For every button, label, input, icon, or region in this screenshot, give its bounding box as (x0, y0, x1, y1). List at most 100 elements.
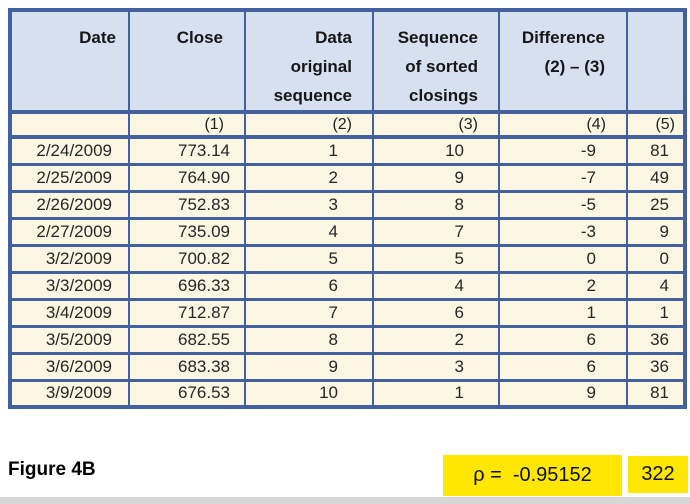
difference-cell: -3 (498, 216, 628, 247)
figure-label: Figure 4B (8, 459, 96, 480)
close-cell: 683.38 (128, 351, 246, 382)
table-row: 3/4/2009 712.87 7 6 1 1 (9, 297, 686, 328)
difference-cell: 1 (498, 297, 628, 328)
difference-cell: -5 (498, 189, 628, 220)
close-cell: 676.53 (128, 378, 246, 409)
sorted-rank-cell: 8 (372, 189, 500, 220)
column-number: (5) (626, 110, 686, 139)
squared-diff-cell: 9 (626, 216, 686, 247)
original-rank-cell: 5 (244, 243, 374, 274)
table-header-row: Date Close Data original sequence Sequen… (9, 8, 686, 114)
column-header-date: Date (9, 8, 130, 114)
column-number: (1) (128, 110, 246, 139)
squared-diff-cell: 4 (626, 270, 686, 301)
header-line: (2) – (3) (544, 57, 605, 76)
sorted-rank-cell: 4 (372, 270, 500, 301)
date-cell: 2/27/2009 (9, 216, 130, 247)
table-row: 2/24/2009 773.14 1 10 -9 81 (9, 135, 686, 166)
date-cell: 2/25/2009 (9, 162, 130, 193)
difference-cell: 9 (498, 378, 628, 409)
squared-diff-cell: 49 (626, 162, 686, 193)
difference-cell: 0 (498, 243, 628, 274)
squared-diff-cell: 81 (626, 378, 686, 409)
date-cell: 3/3/2009 (9, 270, 130, 301)
original-rank-cell: 2 (244, 162, 374, 193)
column-number: (2) (244, 110, 374, 139)
date-cell: 2/24/2009 (9, 135, 130, 166)
header-line: closings (409, 86, 478, 105)
header-line: sequence (273, 86, 352, 105)
table-row: 3/9/2009 676.53 10 1 9 81 (9, 378, 686, 409)
rho-label: ρ = (473, 464, 502, 486)
difference-cell: 2 (498, 270, 628, 301)
header-line: Sequence (397, 28, 478, 47)
column-header-close: Close (128, 8, 246, 114)
close-cell: 735.09 (128, 216, 246, 247)
date-cell: 3/9/2009 (9, 378, 130, 409)
date-cell: 3/2/2009 (9, 243, 130, 274)
spearman-table: Date Close Data original sequence Sequen… (8, 8, 687, 409)
close-cell: 712.87 (128, 297, 246, 328)
table-row: 2/26/2009 752.83 3 8 -5 25 (9, 189, 686, 220)
sorted-rank-cell: 6 (372, 297, 500, 328)
squared-diff-cell: 36 (626, 324, 686, 355)
difference-cell: 6 (498, 351, 628, 382)
original-rank-cell: 8 (244, 324, 374, 355)
table-row: 2/27/2009 735.09 4 7 -3 9 (9, 216, 686, 247)
sorted-rank-cell: 2 (372, 324, 500, 355)
column-number (9, 110, 130, 139)
sum-of-squares-value: 322 (641, 463, 675, 485)
original-rank-cell: 4 (244, 216, 374, 247)
original-rank-cell: 1 (244, 135, 374, 166)
difference-cell: -9 (498, 135, 628, 166)
column-number: (4) (498, 110, 628, 139)
close-cell: 752.83 (128, 189, 246, 220)
rho-value: -0.95152 (512, 464, 592, 486)
sorted-rank-cell: 7 (372, 216, 500, 247)
squared-diff-cell: 0 (626, 243, 686, 274)
header-line: Date (79, 28, 116, 47)
original-rank-cell: 6 (244, 270, 374, 301)
sorted-rank-cell: 9 (372, 162, 500, 193)
header-line: of sorted (405, 57, 478, 76)
close-cell: 682.55 (128, 324, 246, 355)
sorted-rank-cell: 10 (372, 135, 500, 166)
squared-diff-cell: 1 (626, 297, 686, 328)
difference-cell: 6 (498, 324, 628, 355)
table-row: 3/6/2009 683.38 9 3 6 36 (9, 351, 686, 382)
table-row: 2/25/2009 764.90 2 9 -7 49 (9, 162, 686, 193)
column-header-squared (626, 8, 686, 114)
squared-diff-cell: 36 (626, 351, 686, 382)
column-header-original-sequence: Data original sequence (244, 8, 374, 114)
sorted-rank-cell: 5 (372, 243, 500, 274)
column-header-sorted-closings: Sequence of sorted closings (372, 8, 500, 114)
rho-result-cell: ρ = -0.95152 (443, 455, 622, 496)
original-rank-cell: 7 (244, 297, 374, 328)
original-rank-cell: 10 (244, 378, 374, 409)
date-cell: 2/26/2009 (9, 189, 130, 220)
header-line: Difference (521, 28, 605, 47)
date-cell: 3/4/2009 (9, 297, 130, 328)
table-row: 3/2/2009 700.82 5 5 0 0 (9, 243, 686, 274)
header-line: Close (176, 28, 223, 47)
table-row: 3/5/2009 682.55 8 2 6 36 (9, 324, 686, 355)
close-cell: 773.14 (128, 135, 246, 166)
squared-diff-cell: 25 (626, 189, 686, 220)
date-cell: 3/5/2009 (9, 324, 130, 355)
column-number-row: (1) (2) (3) (4) (5) (9, 110, 686, 139)
header-line: Data (315, 28, 352, 47)
column-number: (3) (372, 110, 500, 139)
sum-of-squares-cell: 322 (628, 456, 688, 493)
original-rank-cell: 9 (244, 351, 374, 382)
date-cell: 3/6/2009 (9, 351, 130, 382)
squared-diff-cell: 81 (626, 135, 686, 166)
close-cell: 700.82 (128, 243, 246, 274)
bottom-divider (0, 497, 690, 504)
close-cell: 764.90 (128, 162, 246, 193)
difference-cell: -7 (498, 162, 628, 193)
table-row: 3/3/2009 696.33 6 4 2 4 (9, 270, 686, 301)
header-line: original (290, 57, 352, 76)
sorted-rank-cell: 1 (372, 378, 500, 409)
close-cell: 696.33 (128, 270, 246, 301)
